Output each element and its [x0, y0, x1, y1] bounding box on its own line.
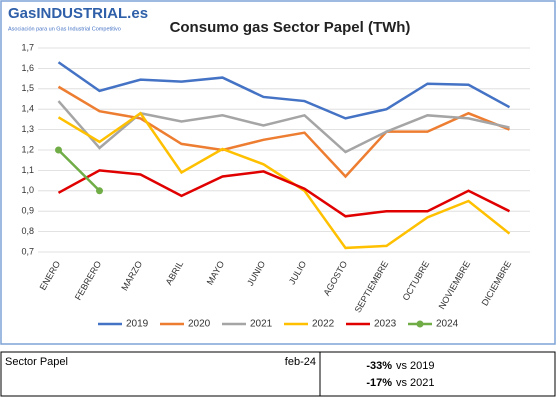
y-tick-label: 0,9 [21, 206, 34, 216]
y-tick-label: 1,5 [21, 83, 34, 93]
legend-label: 2023 [374, 319, 397, 330]
legend-label: 2021 [250, 319, 273, 330]
chart-title: Consumo gas Sector Papel (TWh) [170, 19, 411, 36]
y-tick-label: 0,7 [21, 246, 34, 256]
table-cell: -17% [366, 377, 392, 389]
point [96, 187, 103, 195]
series-line [57, 61, 511, 120]
legend-label: 2019 [126, 319, 149, 330]
legend-marker [416, 320, 424, 328]
y-tick-label: 1,6 [21, 63, 34, 73]
series-line [57, 111, 511, 250]
y-tick-label: 1,4 [21, 104, 34, 114]
y-tick-label: 1,1 [21, 165, 34, 175]
legend-label: 2020 [188, 319, 211, 330]
table-frame [0, 351, 556, 397]
point [55, 146, 62, 154]
y-tick-label: 1,7 [21, 42, 34, 52]
y-tick-label: 0,8 [21, 226, 34, 236]
y-tick-label: 1,2 [21, 144, 34, 154]
table-cell: vs 2019 [396, 360, 435, 372]
legend-label: 2024 [436, 319, 459, 330]
logo: GasINDUSTRIAL.es [8, 5, 148, 22]
series-line [57, 169, 511, 218]
table-cell: -33% [366, 360, 392, 372]
table-cell: Sector Papel [5, 356, 68, 368]
table-cell: feb-24 [285, 356, 316, 368]
series-line [57, 149, 101, 192]
y-tick-label: 1,0 [21, 185, 34, 195]
logo-tagline: Asociación para un Gas Industrial Compet… [8, 26, 121, 32]
y-tick-label: 1,3 [21, 124, 34, 134]
legend-label: 2022 [312, 319, 335, 330]
table-cell: vs 2021 [396, 377, 435, 389]
